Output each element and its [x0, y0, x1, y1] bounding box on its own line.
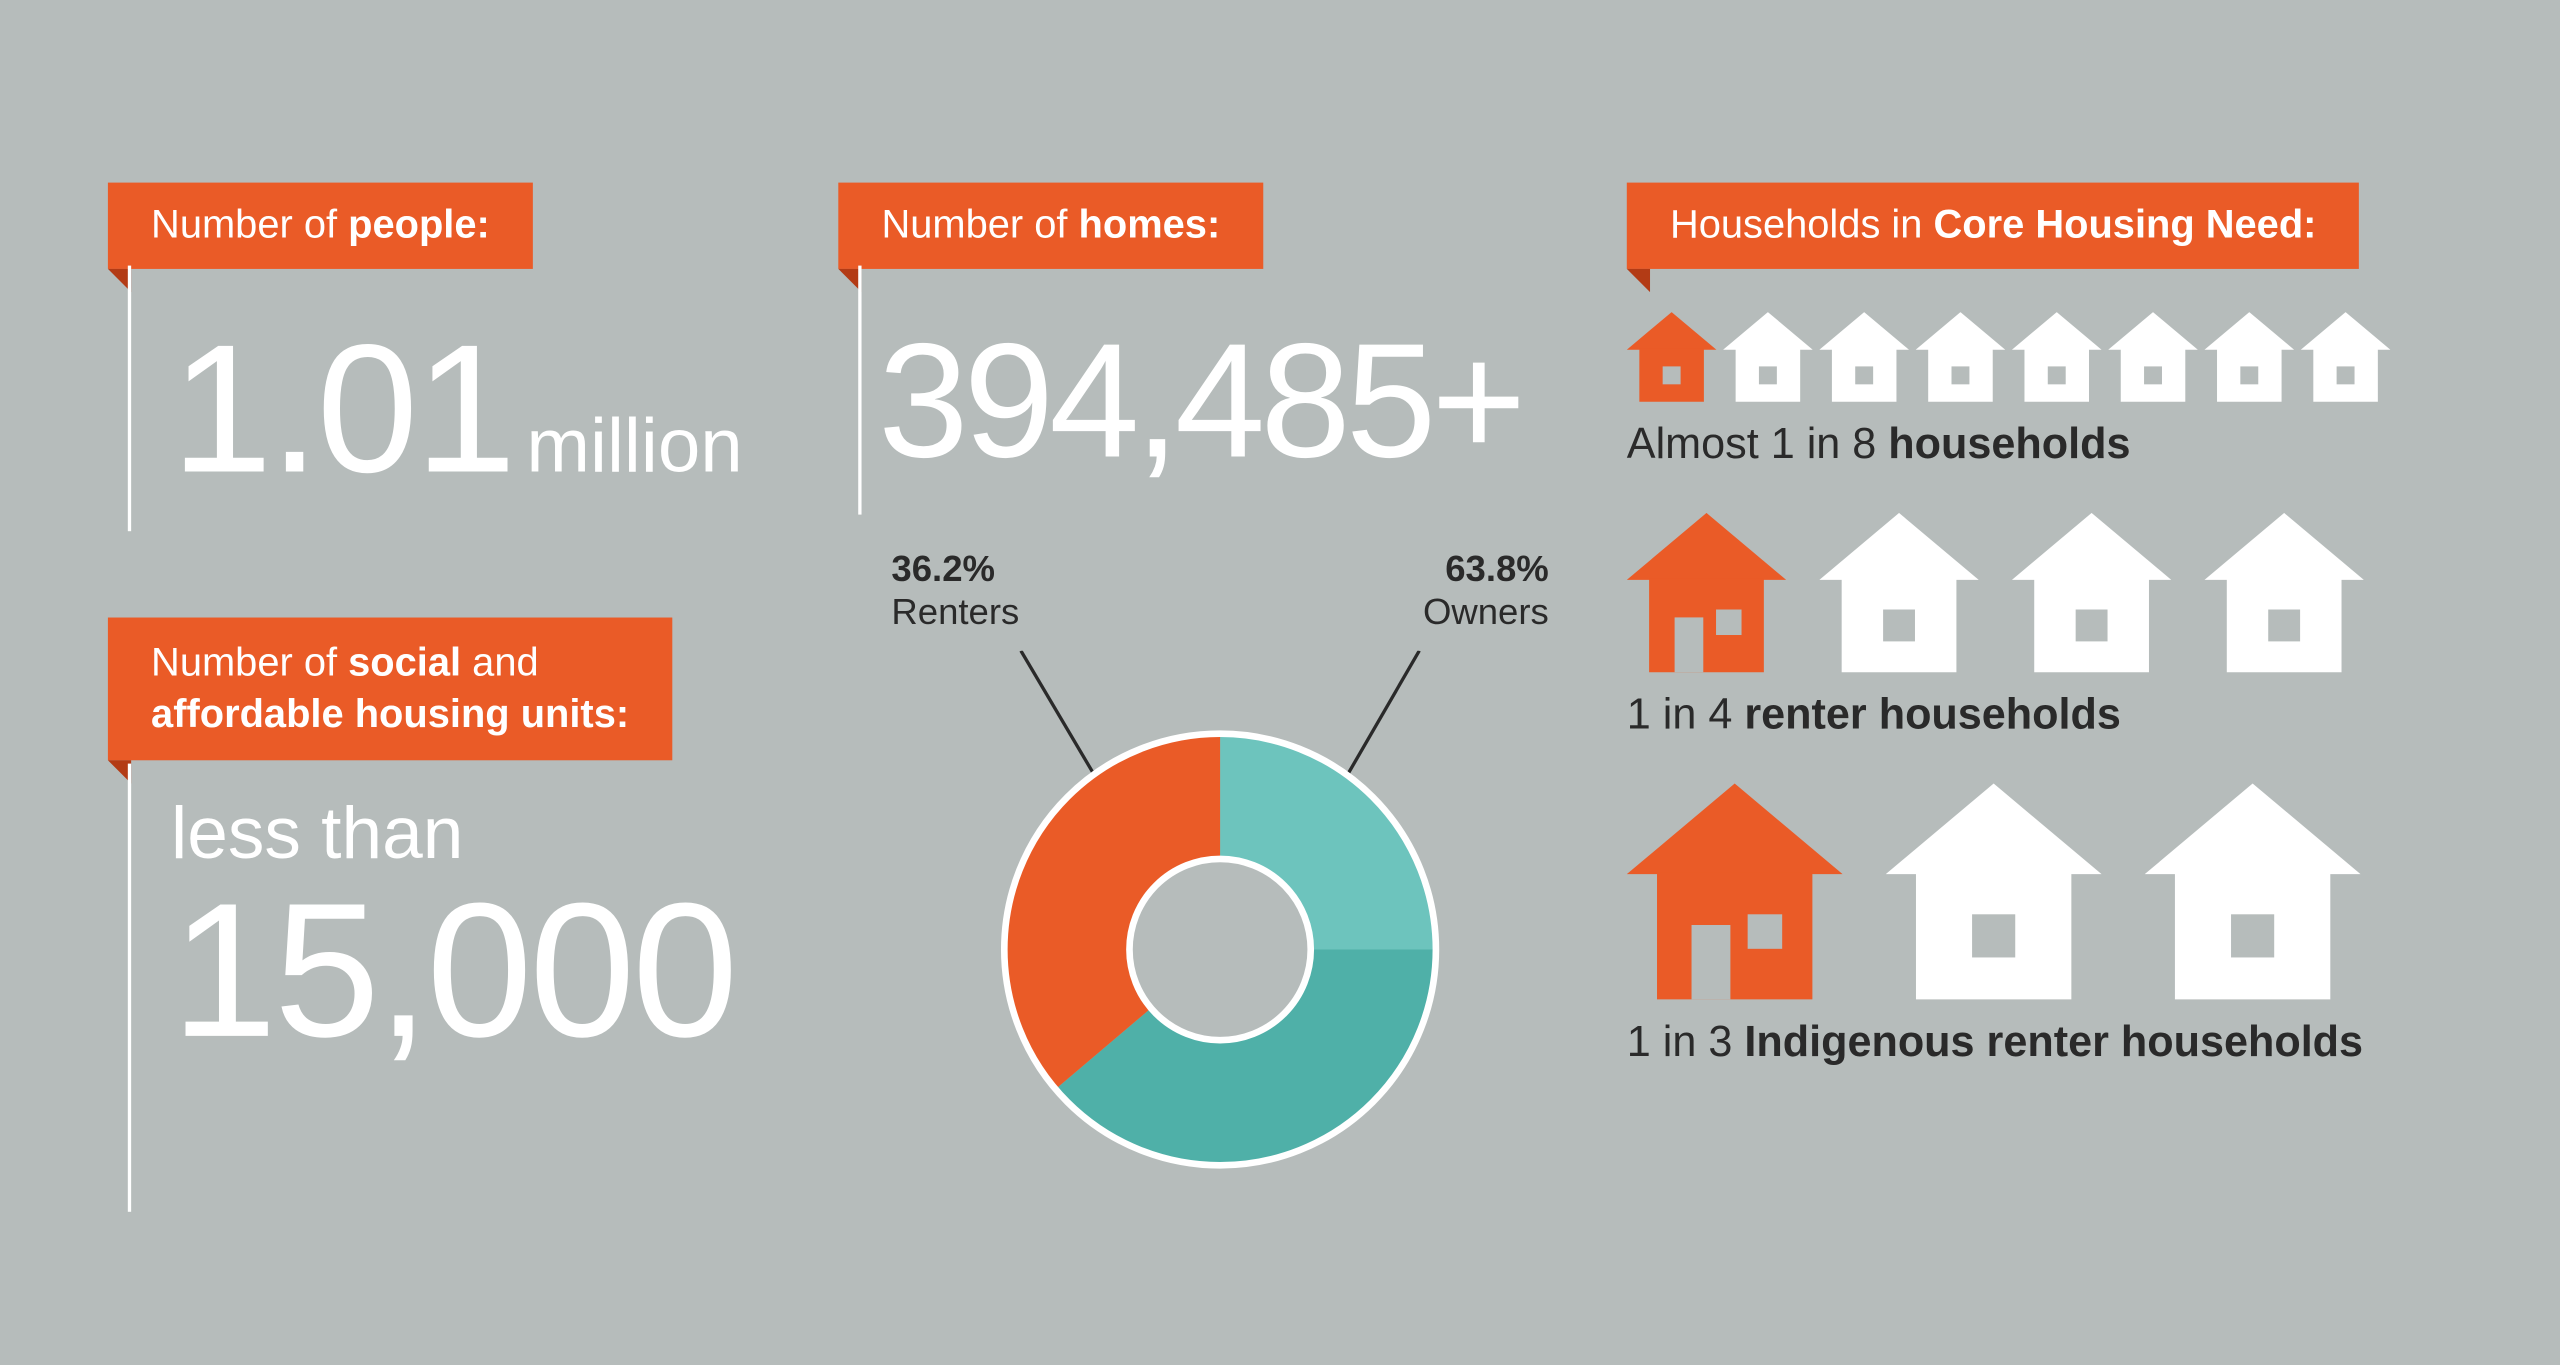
people-label-pre: Number of	[151, 203, 348, 248]
renters-name: Renters	[891, 591, 1019, 633]
renters-label-block: 36.2% Renters	[891, 548, 1019, 634]
units-label: Number of social and affordable housing …	[108, 618, 672, 761]
left-column: Number of people: 1.01million Number of …	[108, 183, 772, 1068]
donut-chart: 36.2% Renters 63.8% Owners	[872, 548, 1569, 1199]
homes-value: 394,485+	[878, 319, 1585, 482]
house-rows-container: Almost 1 in 8 households 1 in 4 renter h…	[1627, 312, 2490, 1067]
owners-name: Owners	[1423, 591, 1549, 633]
units-label-pre: Number of	[151, 641, 348, 686]
house-icon	[1723, 312, 1813, 402]
house-icon	[1627, 513, 1786, 672]
caption-bold: households	[1888, 418, 2130, 468]
donut-labels: 36.2% Renters 63.8% Owners	[872, 548, 1569, 634]
house-icon	[2301, 312, 2391, 402]
house-icon	[1819, 312, 1909, 402]
people-value: 1.01million	[171, 319, 772, 502]
row-caption: 1 in 4 renter households	[1627, 689, 2490, 740]
core-need-header-pre: Households in	[1670, 203, 1934, 248]
row-caption: Almost 1 in 8 households	[1627, 418, 2490, 469]
units-value: 15,000	[171, 877, 772, 1068]
caption-pre: 1 in 4	[1627, 689, 1745, 739]
homes-label-bold: homes:	[1079, 203, 1221, 248]
house-row	[1627, 312, 2490, 402]
owners-pct: 63.8%	[1423, 548, 1549, 591]
house-icon	[1627, 312, 1717, 402]
homes-label: Number of homes:	[838, 183, 1263, 269]
house-row	[1627, 784, 2490, 1000]
units-label-bold2: affordable housing units:	[151, 693, 629, 738]
right-column: Households in Core Housing Need: Almost …	[1627, 183, 2490, 1104]
people-label: Number of people:	[108, 183, 533, 269]
people-label-bold: people:	[348, 203, 490, 248]
house-row	[1627, 513, 2490, 672]
house-icon	[2012, 513, 2171, 672]
units-label-bold1: social	[348, 641, 461, 686]
house-icon	[1627, 784, 1843, 1000]
rule-vertical	[128, 266, 131, 532]
middle-column: Number of homes: 394,485+ 36.2% Renters …	[838, 183, 1585, 1199]
rule-vertical	[858, 266, 861, 515]
core-need-header-bold: Core Housing Need:	[1934, 203, 2317, 248]
rule-vertical	[128, 764, 131, 1212]
house-icon	[2012, 312, 2102, 402]
donut-svg	[872, 651, 1569, 1199]
house-icon	[2108, 312, 2198, 402]
renters-pct: 36.2%	[891, 548, 1019, 591]
people-value-number: 1.01	[171, 307, 513, 511]
people-value-unit: million	[526, 402, 742, 488]
caption-bold: renter households	[1744, 689, 2121, 739]
owners-label-block: 63.8% Owners	[1423, 548, 1549, 634]
house-icon	[1886, 784, 2102, 1000]
homes-label-pre: Number of	[881, 203, 1078, 248]
units-block: Number of social and affordable housing …	[108, 618, 772, 1068]
caption-bold: Indigenous renter households	[1744, 1016, 2363, 1066]
core-need-header: Households in Core Housing Need:	[1627, 183, 2360, 269]
house-icon	[1819, 513, 1978, 672]
row-caption: 1 in 3 Indigenous renter households	[1627, 1016, 2490, 1067]
house-icon	[2145, 784, 2361, 1000]
caption-pre: 1 in 3	[1627, 1016, 1745, 1066]
house-icon	[1916, 312, 2006, 402]
units-label-mid: and	[461, 641, 539, 686]
house-icon	[2204, 513, 2363, 672]
caption-pre: Almost 1 in 8	[1627, 418, 1888, 468]
house-icon	[2204, 312, 2294, 402]
